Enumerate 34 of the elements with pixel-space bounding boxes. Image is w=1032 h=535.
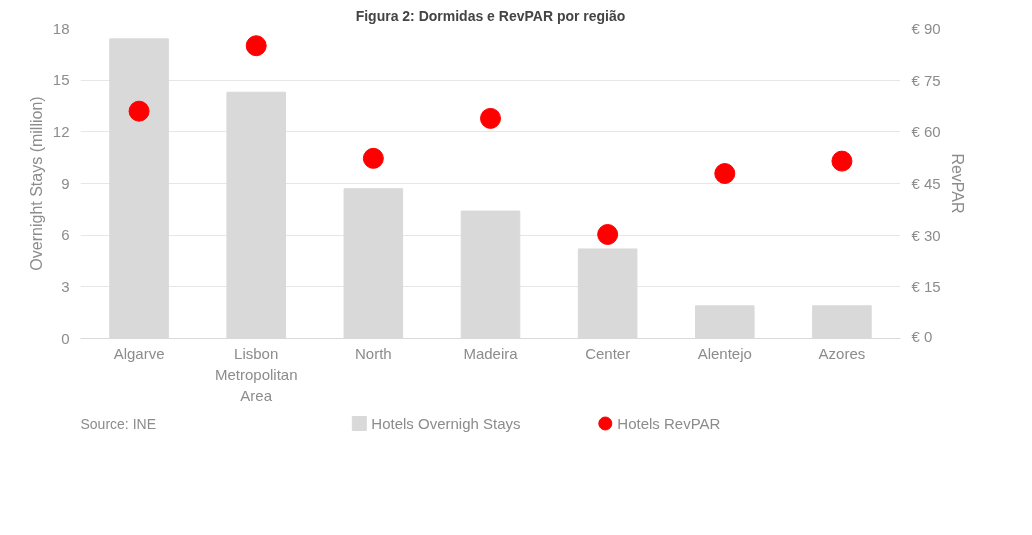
point xyxy=(480,107,501,129)
point xyxy=(714,163,736,184)
legend-label: Hotels RevPAR xyxy=(617,415,721,432)
chart-title: Figura 2: Dormidas e RevPAR por região xyxy=(355,7,626,24)
point xyxy=(245,35,267,57)
y-tick-label: 15 xyxy=(52,71,70,89)
source-note: Source: INE xyxy=(80,415,156,432)
y2-tick-label: € 0 xyxy=(911,327,933,345)
point xyxy=(597,224,619,245)
y-axis-title: Overnight Stays (million) xyxy=(27,96,45,271)
y2-tick-label: € 30 xyxy=(911,226,941,244)
x-tick-label: Azores xyxy=(818,344,866,362)
x-tick-label: Madeira xyxy=(463,344,519,362)
y2-tick-label: € 15 xyxy=(911,278,941,296)
legend-label: Hotels Overnigh Stays xyxy=(371,415,521,432)
y2-axis-title: RevPAR xyxy=(948,153,966,214)
x-tick-label: Algarve xyxy=(113,344,165,362)
point xyxy=(831,150,853,172)
y-tick-label: 9 xyxy=(61,174,70,192)
x-tick-label: Alentejo xyxy=(697,344,752,362)
y-tick-label: 0 xyxy=(61,329,70,347)
y-tick-label: 3 xyxy=(61,277,70,295)
x-tick-label: Center xyxy=(585,344,631,362)
y2-tick-label: € 75 xyxy=(911,71,941,89)
y-tick-label: 18 xyxy=(52,19,70,37)
x-tick-label: Lisbon Metropolitan Area xyxy=(214,344,298,404)
y2-tick-label: € 60 xyxy=(911,123,941,141)
point xyxy=(128,100,150,122)
point xyxy=(362,147,384,169)
y2-tick-label: € 45 xyxy=(911,175,941,192)
y-tick-label: 12 xyxy=(52,122,70,140)
y2-tick-label: € 90 xyxy=(911,20,941,37)
y-tick-label: 6 xyxy=(61,226,70,244)
x-tick-label: North xyxy=(355,344,392,362)
